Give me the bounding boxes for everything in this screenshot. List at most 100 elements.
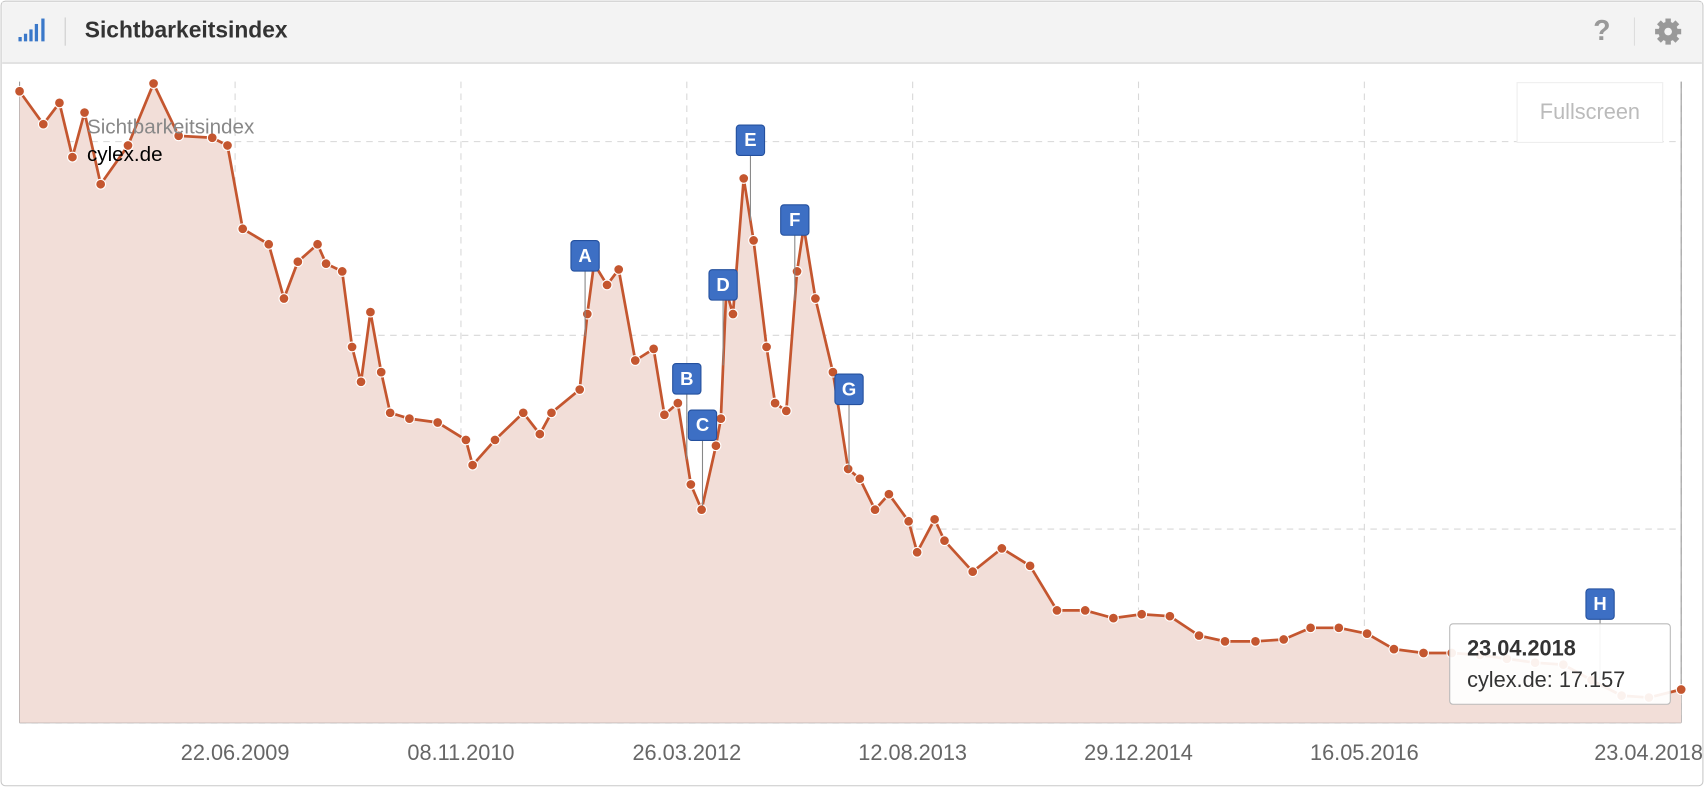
- plot: 010020030022.06.200908.11.201026.03.2012…: [14, 78, 1703, 765]
- x-tick-label: 16.05.2016: [1310, 740, 1419, 765]
- fullscreen-box[interactable]: [1516, 82, 1664, 143]
- point: [173, 130, 185, 142]
- header-bar: [2, 2, 1702, 64]
- point: [685, 479, 697, 490]
- flag-label: C: [696, 414, 709, 435]
- point: [355, 376, 367, 388]
- point: [346, 341, 358, 353]
- flag-label: H: [1593, 593, 1606, 614]
- point: [883, 488, 895, 500]
- point: [601, 279, 613, 291]
- point: [1305, 622, 1317, 634]
- flag-label: G: [842, 378, 856, 399]
- tooltip-value: cylex.de: 17.157: [1467, 667, 1625, 692]
- point: [967, 566, 979, 578]
- flag: [834, 373, 864, 406]
- flag: [735, 124, 766, 157]
- point: [761, 341, 773, 353]
- point: [206, 132, 218, 144]
- point: [869, 504, 881, 516]
- point: [222, 140, 233, 151]
- x-tick-label: 23.04.2018: [1594, 740, 1703, 765]
- point: [79, 107, 90, 118]
- flag-label: D: [716, 274, 729, 295]
- point: [517, 407, 529, 419]
- flag-label: A: [578, 245, 591, 266]
- point: [122, 140, 134, 151]
- point: [467, 459, 479, 471]
- point: [278, 293, 290, 304]
- x-tick-label: 22.06.2009: [181, 740, 290, 765]
- point: [1051, 604, 1063, 616]
- point: [95, 178, 107, 190]
- point: [148, 78, 159, 89]
- point: [292, 256, 304, 268]
- point: [929, 513, 941, 525]
- point: [715, 413, 727, 425]
- point: [365, 306, 376, 318]
- point: [1361, 628, 1373, 640]
- point: [648, 343, 660, 355]
- point: [1164, 610, 1176, 622]
- point: [403, 413, 415, 425]
- point: [1079, 604, 1091, 616]
- flag: [687, 409, 718, 442]
- flag: [780, 204, 810, 236]
- point: [432, 417, 444, 428]
- tooltip-date: 23.04.2018: [1467, 636, 1576, 661]
- point: [237, 223, 249, 235]
- point: [581, 308, 593, 320]
- point: [489, 434, 501, 446]
- point: [903, 515, 915, 527]
- point: [574, 384, 586, 395]
- fullscreen-label[interactable]: Fullscreen: [1540, 99, 1640, 124]
- point: [613, 264, 625, 275]
- point: [1388, 643, 1400, 655]
- x-tick-label: 08.11.2010: [407, 740, 514, 765]
- flag: [708, 269, 738, 301]
- point: [791, 265, 803, 277]
- point: [1675, 684, 1687, 695]
- point: [996, 542, 1008, 554]
- point: [320, 258, 332, 270]
- tooltip-box: [1449, 623, 1671, 705]
- flag: [570, 240, 600, 272]
- point: [1278, 634, 1290, 645]
- flag: [672, 363, 702, 395]
- settings-icon[interactable]: [1655, 18, 1682, 45]
- point: [1418, 647, 1429, 659]
- point: [1333, 622, 1345, 634]
- point: [748, 234, 760, 246]
- help-glyph[interactable]: ?: [1593, 14, 1610, 46]
- point: [460, 434, 472, 446]
- flag-label: B: [680, 368, 693, 389]
- tooltip: 23.04.2018 cylex.de: 17.157: [1449, 623, 1671, 705]
- point: [67, 151, 78, 163]
- point: [546, 407, 557, 419]
- x-tick-label: 12.08.2013: [858, 740, 967, 765]
- point: [854, 473, 866, 485]
- point: [629, 355, 641, 366]
- help-icon[interactable]: ?: [1593, 14, 1610, 46]
- point: [37, 118, 49, 130]
- point: [696, 504, 708, 516]
- point: [939, 535, 950, 547]
- point: [1136, 608, 1148, 620]
- flag-label: F: [789, 209, 800, 230]
- x-tick-label: 29.12.2014: [1084, 740, 1193, 765]
- point: [672, 397, 684, 409]
- point: [534, 428, 546, 440]
- point: [769, 397, 781, 409]
- point: [727, 308, 739, 320]
- point: [1250, 635, 1261, 647]
- point: [375, 366, 387, 378]
- point: [263, 238, 275, 250]
- fullscreen-button[interactable]: Fullscreen: [1516, 82, 1664, 143]
- flag-label: E: [744, 129, 756, 150]
- point: [54, 97, 65, 109]
- point: [1107, 612, 1119, 624]
- signal-icon: [18, 18, 45, 42]
- point: [1193, 630, 1205, 642]
- point: [658, 409, 670, 421]
